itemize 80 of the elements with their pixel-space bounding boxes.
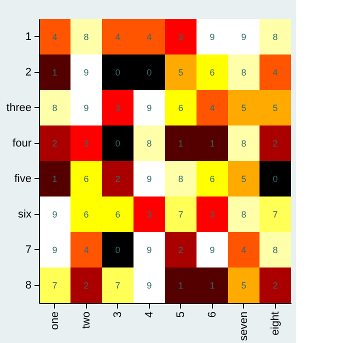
data-label: 5 xyxy=(241,102,246,113)
x-tick-label: 5 xyxy=(174,312,187,318)
data-label: 6 xyxy=(178,102,184,113)
data-label: 8 xyxy=(241,209,246,220)
data-label: 9 xyxy=(84,102,89,113)
data-label: 3 xyxy=(210,209,215,220)
data-label: 2 xyxy=(84,280,89,290)
data-label: 5 xyxy=(241,280,246,290)
data-label: 1 xyxy=(52,67,58,78)
data-label: 3 xyxy=(84,138,89,148)
x-tick-label: eight xyxy=(269,312,282,336)
data-label: 9 xyxy=(146,102,152,113)
data-label: 0 xyxy=(146,67,152,78)
y-tick-label: four xyxy=(12,137,32,150)
data-label: 8 xyxy=(241,138,246,148)
data-label: 9 xyxy=(210,32,215,42)
data-label: 0 xyxy=(115,244,120,255)
data-label: 4 xyxy=(84,244,89,255)
y-tick-label: 7 xyxy=(25,244,32,256)
data-label: 8 xyxy=(52,102,58,113)
y-tick-label: 2 xyxy=(25,66,32,78)
data-label: 7 xyxy=(115,280,120,290)
x-tick-label: one xyxy=(48,312,61,330)
data-label: 1 xyxy=(210,280,215,290)
data-label: 9 xyxy=(84,67,89,78)
data-label: 9 xyxy=(146,280,152,290)
data-label: 0 xyxy=(272,174,278,184)
data-label: 2 xyxy=(178,244,184,255)
data-label: 4 xyxy=(272,67,278,78)
data-label: 1 xyxy=(52,174,58,184)
data-label: 1 xyxy=(210,138,215,148)
data-label: 4 xyxy=(52,32,58,42)
data-label: 7 xyxy=(272,209,278,220)
data-label: 6 xyxy=(210,174,215,184)
data-label: 9 xyxy=(210,244,215,255)
data-label: 7 xyxy=(178,209,184,220)
x-tick-label: 3 xyxy=(112,312,124,318)
data-label: 7 xyxy=(52,280,58,290)
data-label: 1 xyxy=(178,280,184,290)
data-label: 2 xyxy=(272,138,278,148)
data-label: 8 xyxy=(178,174,184,184)
data-label: 6 xyxy=(84,174,89,184)
y-tick-label: three xyxy=(6,102,32,114)
data-label: 9 xyxy=(146,244,152,255)
data-label: 8 xyxy=(272,32,278,42)
x-tick-label: 4 xyxy=(143,312,156,318)
data-label: 8 xyxy=(84,32,89,42)
data-label: 4 xyxy=(241,244,246,255)
data-label: 9 xyxy=(52,209,58,220)
data-label: 2 xyxy=(272,280,278,290)
data-label: 2 xyxy=(52,138,58,148)
y-tick-label: five xyxy=(14,172,32,185)
data-label: 9 xyxy=(146,174,152,184)
data-label: 9 xyxy=(241,32,246,42)
data-label: 5 xyxy=(241,174,246,184)
data-label: 4 xyxy=(210,102,215,113)
data-label: 3 xyxy=(146,209,152,220)
y-tick-label: 1 xyxy=(25,30,32,43)
data-label: 4 xyxy=(115,32,120,42)
data-label: 3 xyxy=(178,32,184,42)
data-label: 3 xyxy=(115,102,120,113)
data-label: 8 xyxy=(146,138,152,148)
data-label: 1 xyxy=(178,138,184,148)
data-label: 5 xyxy=(272,102,278,113)
data-label: 0 xyxy=(115,138,120,148)
data-label: 0 xyxy=(115,67,120,78)
x-tick-label: seven xyxy=(238,312,250,341)
data-label: 6 xyxy=(84,209,89,220)
x-tick-label: 6 xyxy=(206,312,218,318)
data-label: 8 xyxy=(241,67,246,78)
y-tick-label: six xyxy=(18,208,32,220)
data-label: 2 xyxy=(115,174,120,184)
data-label: 5 xyxy=(178,67,184,78)
data-label: 4 xyxy=(146,32,152,42)
x-tick-label: two xyxy=(80,312,92,329)
y-tick-label: 8 xyxy=(25,279,32,292)
data-label: 6 xyxy=(210,67,215,78)
data-label: 6 xyxy=(115,209,120,220)
data-label: 8 xyxy=(272,244,278,255)
data-label: 9 xyxy=(52,244,58,255)
